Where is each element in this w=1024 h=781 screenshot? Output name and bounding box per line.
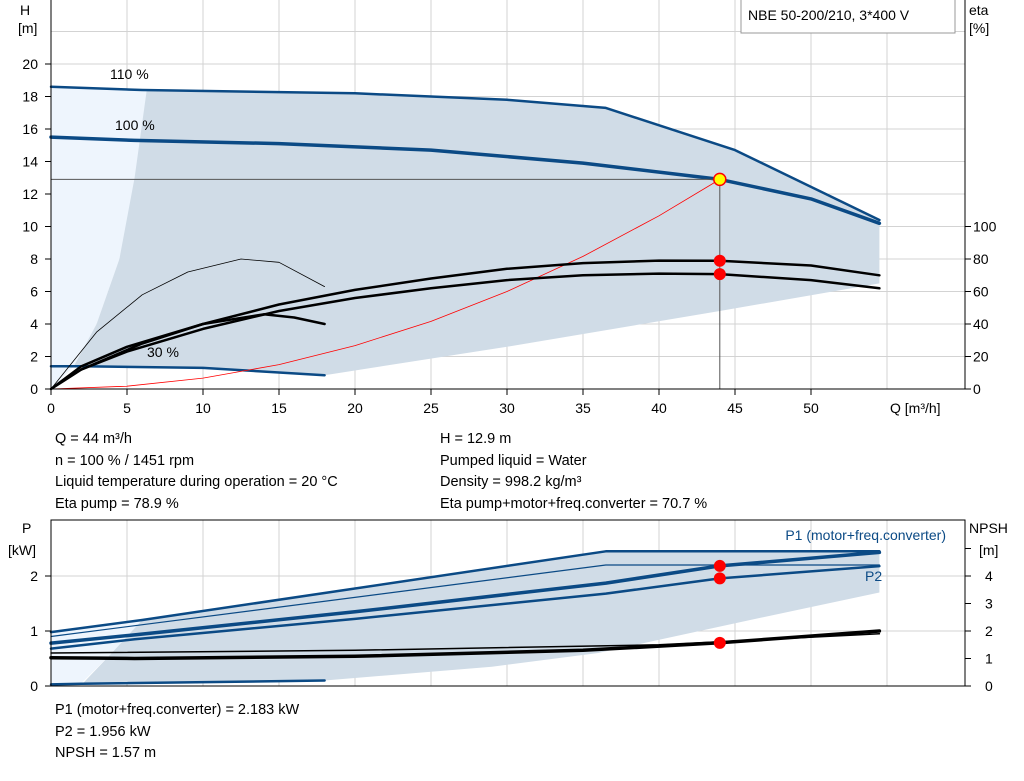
chart-title: NBE 50-200/210, 3*400 V — [748, 7, 910, 23]
p1-point — [713, 559, 726, 572]
npsh-tick-label: 2 — [985, 623, 993, 639]
y2-tick-label: 20 — [973, 349, 989, 365]
x-tick-label: 45 — [727, 400, 743, 416]
info-npsh: NPSH = 1.57 m — [55, 745, 157, 761]
info-liquid-temp: Liquid temperature during operation = 20… — [55, 474, 338, 490]
y2-tick-label: 100 — [973, 219, 997, 235]
head-eta-curve-7 — [80, 313, 326, 371]
p-tick-label: 0 — [30, 678, 38, 694]
tick-labels: 0 5 10 15 20 25 30 35 40 45 5002468101214161820020… — [22, 56, 996, 694]
info-pumped-liquid: Pumped liquid = Water — [440, 452, 587, 469]
info-density: Density = 998.2 kg/m³ — [440, 474, 582, 490]
y-tick-label: 20 — [22, 56, 38, 72]
power-thin-curve-1 — [50, 564, 880, 638]
npsh-point — [713, 636, 726, 649]
npsh-tick-label: 1 — [985, 651, 993, 667]
power-npsh-curve-5 — [49, 629, 882, 661]
axes — [45, 0, 971, 687]
power-min-curve-6 — [49, 679, 326, 686]
npsh-tick-label: 4 — [985, 568, 993, 584]
head-main-curve-1 — [49, 135, 882, 226]
curve-label-100: 100 % — [115, 117, 155, 133]
head-system-curve-3 — [50, 179, 721, 390]
y2-tick-label: 80 — [973, 251, 989, 267]
power-main-curve-2 — [49, 550, 882, 645]
x-tick-label: 20 — [347, 400, 363, 416]
info-bottom: P1 (motor+freq.converter) = 2.183 kW P2 … — [55, 700, 299, 765]
info-p1: P1 (motor+freq.converter) = 2.183 kW — [55, 702, 300, 718]
power-max-curve-0 — [49, 550, 881, 634]
info-p2: P2 = 1.956 kW — [55, 723, 151, 740]
legend-box: NBE 50-200/210, 3*400 V — [740, 0, 956, 34]
y2-tick-label: 60 — [973, 284, 989, 300]
y-tick-label: 0 — [30, 381, 38, 397]
head-min-curve-2 — [49, 365, 326, 377]
y-tick-label: 6 — [30, 284, 38, 300]
y-axis-label-h: H — [20, 2, 30, 18]
y-tick-label: 12 — [22, 186, 38, 202]
series-label-p2: P2 — [865, 568, 882, 584]
y-axis-label-p: P — [22, 520, 31, 536]
npsh-tick-label: 0 — [985, 678, 993, 694]
y2-tick-label: 0 — [973, 381, 981, 397]
extended-area — [51, 86, 147, 389]
x-tick-label: 5 — [123, 400, 131, 416]
curve-label-110: 110 % — [110, 66, 149, 82]
x-tick-label: 0 — [47, 400, 55, 416]
x-tick-label: 25 — [423, 400, 439, 416]
y2-axis-unit-npsh: [m] — [979, 542, 998, 558]
operating-area — [73, 90, 880, 376]
info-top-right: H = 12.9 m Pumped liquid = Water Density… — [440, 429, 707, 515]
eta-total-point — [713, 268, 726, 281]
eta-pump-point — [713, 254, 726, 267]
curve-label-30: 30 % — [147, 344, 179, 360]
y-tick-label: 10 — [22, 219, 38, 235]
info-eta-pump: Eta pump = 78.9 % — [55, 495, 179, 512]
y-tick-label: 18 — [22, 89, 38, 105]
x-axis-label: Q [m³/h] — [890, 400, 941, 416]
p2-point — [713, 572, 726, 585]
head-eta-thin-curve-6 — [50, 258, 325, 390]
y2-tick-label: 40 — [973, 316, 989, 332]
x-tick-label: 40 — [651, 400, 667, 416]
info-flow: Q = 44 m³/h — [55, 431, 132, 447]
p-tick-label: 1 — [30, 623, 38, 639]
x-tick-label: 30 — [499, 400, 515, 416]
head-max-curve-0 — [49, 85, 881, 222]
y2-axis-unit-eta: [%] — [969, 20, 989, 36]
y-axis-unit-p: [kW] — [8, 542, 36, 558]
y-tick-label: 16 — [22, 121, 38, 137]
power-p2-curve-3 — [49, 564, 881, 650]
series-label-p1: P1 (motor+freq.converter) — [785, 527, 946, 543]
x-tick-label: 50 — [803, 400, 819, 416]
npsh-tick-label: 3 — [985, 596, 993, 612]
info-head: H = 12.9 m — [440, 431, 512, 447]
y-tick-label: 14 — [22, 154, 38, 170]
p-tick-label: 2 — [30, 568, 38, 584]
y-tick-label: 4 — [30, 316, 38, 332]
operating-points — [713, 172, 727, 649]
y2-axis-label-eta: eta — [969, 2, 989, 18]
x-tick-label: 35 — [575, 400, 591, 416]
x-tick-label: 15 — [271, 400, 287, 416]
info-eta-total: Eta pump+motor+freq.converter = 70.7 % — [440, 495, 708, 512]
y-axis-unit-h: [m] — [18, 20, 37, 36]
y-tick-label: 2 — [30, 349, 38, 365]
y-tick-label: 8 — [30, 251, 38, 267]
operating-area-power — [81, 551, 880, 685]
duty-point — [713, 172, 727, 187]
operating-areas — [51, 86, 880, 686]
y2-axis-label-npsh: NPSH — [969, 520, 1008, 536]
info-speed: n = 100 % / 1451 rpm — [55, 452, 195, 469]
info-top-left: Q = 44 m³/h n = 100 % / 1451 rpm Liquid … — [55, 429, 338, 515]
x-tick-label: 10 — [195, 400, 211, 416]
